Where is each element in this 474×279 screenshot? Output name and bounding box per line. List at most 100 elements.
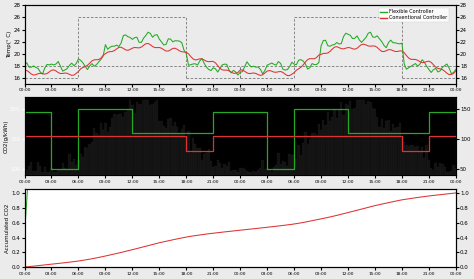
Bar [89, 144, 91, 230]
Bar [246, 170, 248, 230]
Bar [327, 112, 329, 230]
Bar [35, 170, 37, 230]
Bar [432, 170, 435, 230]
Bar [194, 144, 196, 230]
Bar [163, 126, 165, 230]
Bar [91, 142, 93, 230]
Bar [408, 146, 410, 230]
Bar [306, 144, 309, 230]
Bar [142, 100, 145, 230]
Bar [255, 172, 257, 230]
Bar [271, 172, 273, 230]
Bar [318, 124, 320, 230]
Bar [50, 168, 53, 230]
Bar [300, 155, 302, 230]
Bar [199, 148, 201, 230]
Bar [322, 120, 325, 230]
Bar [145, 100, 147, 230]
Bar [84, 147, 86, 230]
Bar [113, 114, 116, 230]
Bar [381, 119, 383, 230]
Bar [280, 164, 282, 230]
Bar [304, 132, 307, 230]
Bar [217, 160, 219, 230]
Bar [297, 145, 300, 230]
Bar [291, 155, 293, 230]
Bar [109, 127, 111, 230]
Bar [372, 108, 374, 230]
Bar [282, 161, 284, 230]
Bar [125, 112, 127, 230]
Bar [41, 172, 44, 230]
Bar [410, 145, 412, 230]
Bar [178, 133, 181, 230]
Bar [403, 142, 405, 230]
Bar [394, 128, 396, 230]
Bar [46, 172, 48, 230]
Bar [262, 160, 264, 230]
Y-axis label: CO2(g/kWh): CO2(g/kWh) [3, 120, 9, 153]
Bar [383, 128, 385, 230]
Bar [75, 165, 77, 230]
Bar [228, 162, 230, 230]
Bar [250, 172, 253, 230]
Bar [187, 131, 190, 230]
Legend: Flexible Controller, Conventional Controller: Flexible Controller, Conventional Contro… [379, 8, 449, 22]
Bar [53, 172, 55, 230]
Y-axis label: Temp(° C): Temp(° C) [7, 31, 12, 58]
Bar [116, 115, 118, 230]
Bar [331, 117, 334, 230]
Bar [156, 100, 158, 230]
Bar [44, 167, 46, 230]
Bar [333, 110, 336, 230]
Bar [129, 100, 131, 230]
Bar [360, 100, 363, 230]
Bar [165, 128, 167, 230]
Bar [169, 118, 172, 230]
Bar [212, 167, 214, 230]
Bar [59, 170, 62, 230]
Bar [140, 104, 143, 230]
Bar [313, 133, 316, 230]
Bar [93, 128, 95, 230]
Bar [71, 162, 73, 230]
Bar [28, 166, 30, 230]
Bar [338, 109, 340, 230]
Bar [419, 152, 421, 230]
Bar [136, 102, 138, 230]
Bar [118, 114, 120, 230]
Bar [455, 169, 457, 230]
Bar [57, 169, 59, 230]
Bar [448, 172, 450, 230]
Bar [405, 145, 408, 230]
Bar [264, 169, 266, 230]
Bar [392, 124, 394, 230]
Bar [127, 109, 129, 230]
Bar [378, 127, 381, 230]
Bar [414, 147, 417, 230]
Bar [437, 167, 439, 230]
Bar [367, 101, 369, 230]
Bar [133, 113, 136, 230]
Bar [345, 104, 347, 230]
Bar [154, 102, 156, 230]
Bar [82, 157, 84, 230]
Bar [214, 166, 217, 230]
Bar [32, 170, 35, 230]
Bar [232, 170, 235, 230]
Bar [336, 118, 338, 230]
Bar [205, 153, 208, 230]
Bar [80, 154, 82, 230]
Bar [302, 143, 304, 230]
Bar [174, 122, 176, 230]
Bar [221, 168, 223, 230]
Bar [192, 138, 194, 230]
Bar [329, 121, 331, 230]
Bar [149, 105, 152, 230]
Bar [385, 121, 387, 230]
Bar [396, 127, 399, 230]
Bar [196, 148, 199, 230]
Bar [120, 114, 122, 230]
Bar [167, 119, 170, 230]
Bar [68, 154, 71, 230]
